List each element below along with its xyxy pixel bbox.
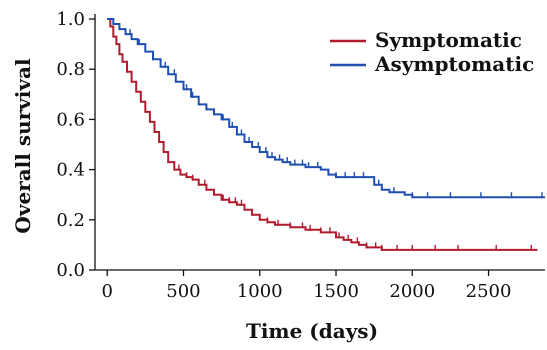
x-tick-label: 1000 [237,281,283,302]
y-tick-label: 0.0 [56,260,85,281]
x-axis-title: Time (days) [246,319,378,343]
y-tick-label: 1.0 [56,9,85,30]
y-axis-title: Overall survival [11,58,35,234]
y-tick-label: 0.6 [56,109,85,130]
x-tick-label: 2000 [389,281,435,302]
x-tick-label: 2500 [466,281,512,302]
survival-curves [107,18,545,251]
y-tick-label: 0.4 [56,160,85,181]
legend-label-asymptomatic: Asymptomatic [374,52,534,76]
x-tick-label: 0 [101,281,112,302]
curve-asymptomatic [107,18,545,199]
axes: 0.0 0.2 0.4 0.6 0.8 1.0 0 500 1000 1500 2000 2500 [56,9,545,302]
x-tick-label: 1500 [313,281,359,302]
y-tick-label: 0.8 [56,59,85,80]
y-tick-label: 0.2 [56,210,85,231]
x-tick-label: 500 [166,281,200,302]
legend-label-symptomatic: Symptomatic [375,28,522,52]
